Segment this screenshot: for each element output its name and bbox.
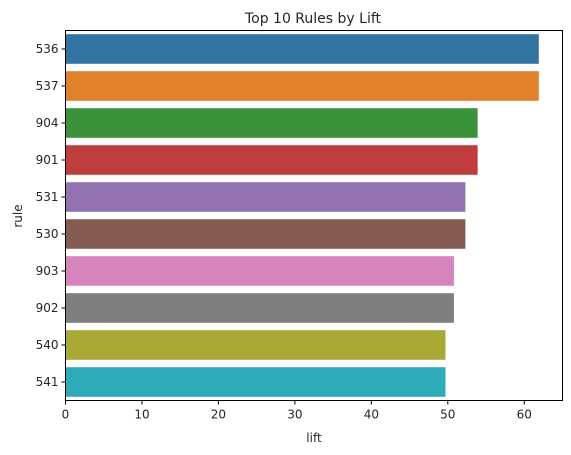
bar-531: [65, 182, 466, 212]
bar-530: [65, 219, 466, 249]
y-tick-label: 541: [36, 375, 59, 389]
bar-541: [65, 367, 446, 397]
x-tick-label: 40: [364, 408, 379, 422]
y-tick-label: 536: [36, 42, 59, 56]
chart-title: Top 10 Rules by Lift: [244, 11, 382, 27]
bar-536: [65, 34, 539, 64]
bar-902: [65, 293, 454, 323]
bar-904: [65, 108, 478, 138]
x-tick-label: 0: [62, 408, 70, 422]
y-axis-ticks: 536 537 904 901 531 530 903 902 540 541: [36, 42, 66, 389]
x-tick-label: 20: [211, 408, 226, 422]
y-axis-label: rule: [11, 204, 25, 227]
y-tick-label: 901: [36, 153, 59, 167]
x-tick-label: 50: [440, 408, 455, 422]
y-tick-label: 903: [36, 264, 59, 278]
x-axis-label: lift: [306, 431, 322, 445]
bar-540: [65, 330, 446, 360]
y-tick-label: 904: [36, 116, 59, 130]
y-tick-label: 531: [36, 190, 59, 204]
bars-group: [65, 34, 539, 397]
y-tick-label: 540: [36, 338, 59, 352]
y-tick-label: 530: [36, 227, 59, 241]
x-tick-label: 10: [134, 408, 149, 422]
x-tick-label: 30: [287, 408, 302, 422]
bar-901: [65, 145, 478, 175]
bar-903: [65, 256, 454, 286]
y-tick-label: 902: [36, 301, 59, 315]
bar-537: [65, 71, 539, 101]
y-tick-label: 537: [36, 79, 59, 93]
x-tick-label: 60: [517, 408, 532, 422]
plot-frame: [65, 30, 563, 401]
x-axis-ticks: 0 10 20 30 40 50 60: [62, 400, 532, 422]
